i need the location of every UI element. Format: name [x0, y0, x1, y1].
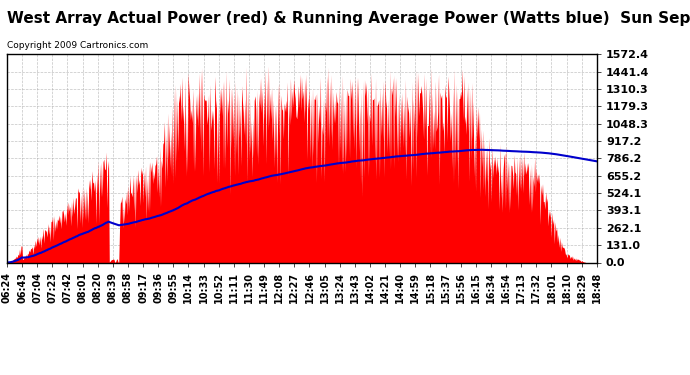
Text: Copyright 2009 Cartronics.com: Copyright 2009 Cartronics.com [7, 41, 148, 50]
Text: West Array Actual Power (red) & Running Average Power (Watts blue)  Sun Sep 6 19: West Array Actual Power (red) & Running … [7, 11, 690, 26]
